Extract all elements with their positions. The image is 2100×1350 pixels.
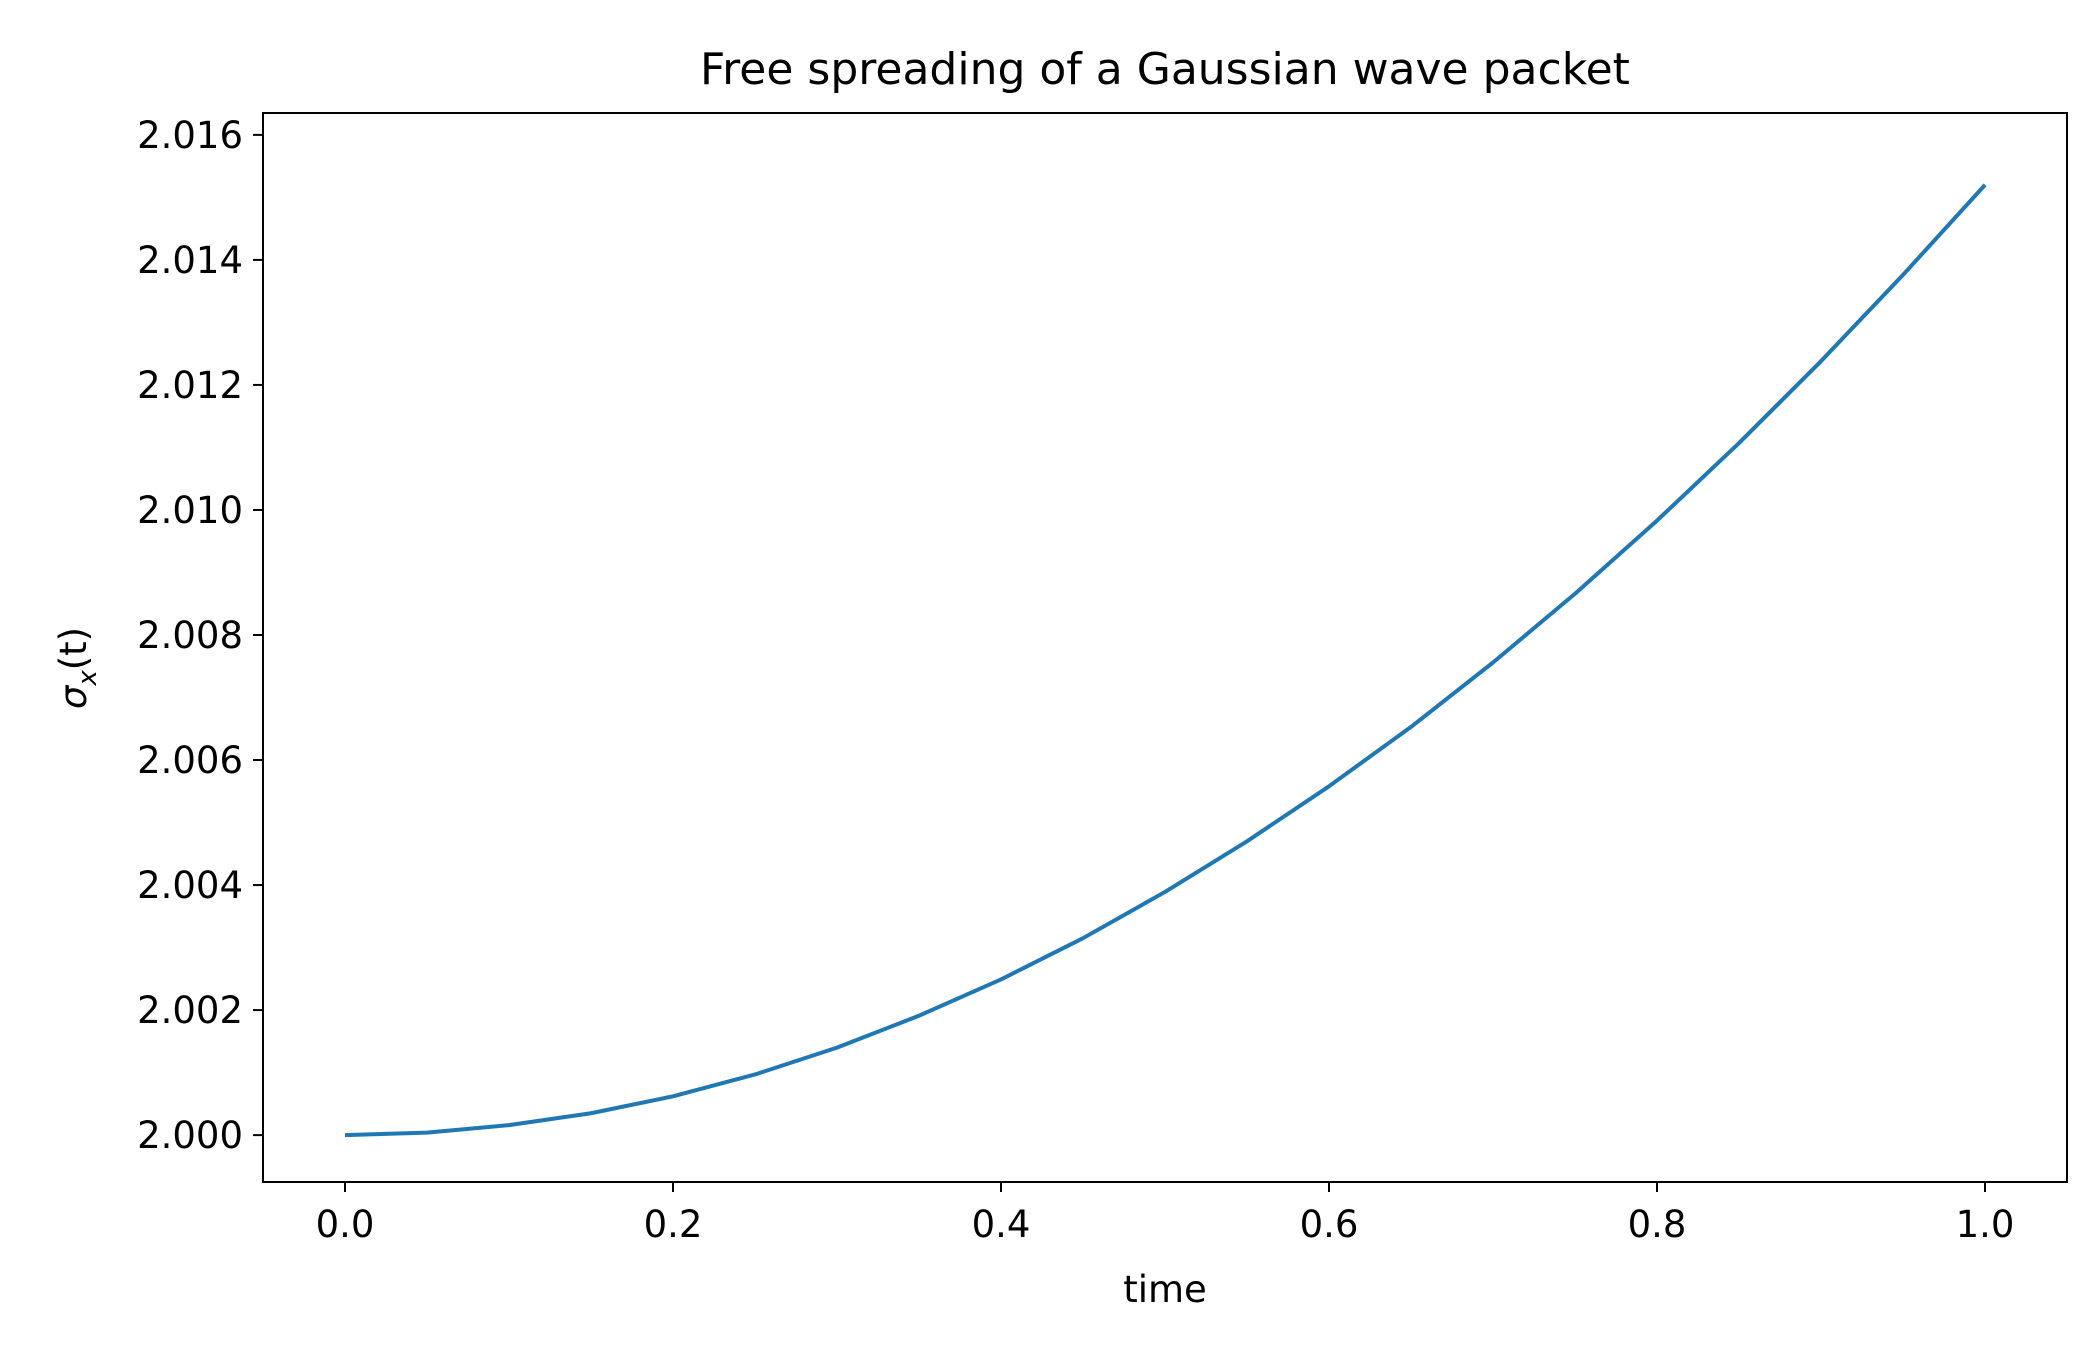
y-axis-label: σx(t) bbox=[52, 627, 103, 709]
y-tick-label: 2.002 bbox=[137, 989, 243, 1032]
plot-frame bbox=[262, 112, 2068, 1183]
plot-area bbox=[262, 112, 2068, 1183]
y-tick-label: 2.006 bbox=[137, 739, 243, 782]
x-tick-label: 0.0 bbox=[316, 1203, 375, 1246]
y-tick-label: 2.008 bbox=[137, 614, 243, 657]
y-axis-label-symbol: σ bbox=[52, 684, 95, 709]
series-line-1 bbox=[344, 183, 1987, 1138]
y-tick-label: 2.010 bbox=[137, 489, 243, 532]
y-axis: 2.000 2.002 2.004 2.006 2.008 2.010 2.012 2.014… bbox=[137, 114, 263, 1157]
y-tick-label: 2.014 bbox=[137, 239, 243, 282]
x-tick-label: 0.4 bbox=[972, 1203, 1031, 1246]
y-tick-label: 2.000 bbox=[137, 1114, 243, 1157]
x-tick-label: 0.6 bbox=[1300, 1203, 1359, 1246]
y-axis-label-argument: (t) bbox=[52, 627, 95, 670]
x-tick-label: 0.2 bbox=[644, 1203, 703, 1246]
y-axis-label-subscript: x bbox=[73, 670, 103, 687]
y-tick-label: 2.004 bbox=[137, 864, 243, 907]
chart-title: Free spreading of a Gaussian wave packet bbox=[700, 44, 1630, 95]
x-axis: 0.0 0.2 0.4 0.6 0.8 1.0 bbox=[316, 1182, 2015, 1246]
x-tick-label: 1.0 bbox=[1956, 1203, 2015, 1246]
y-tick-label: 2.016 bbox=[137, 114, 243, 157]
y-tick-label: 2.012 bbox=[137, 364, 243, 407]
x-tick-label: 0.8 bbox=[1628, 1203, 1687, 1246]
x-axis-label: time bbox=[1123, 1268, 1207, 1311]
